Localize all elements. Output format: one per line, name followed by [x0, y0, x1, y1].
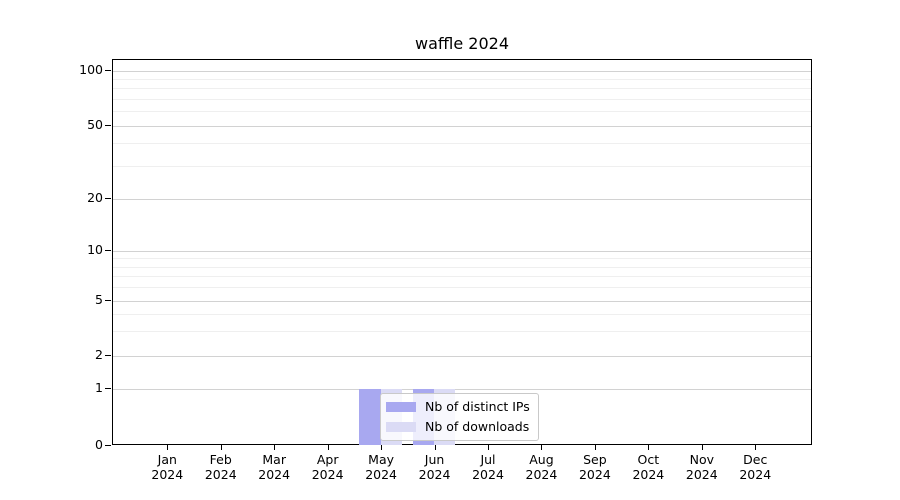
gridline-major: [113, 388, 811, 390]
gridline-minor: [113, 313, 811, 315]
legend-label: Nb of downloads: [425, 418, 530, 434]
x-tick-year: 2024: [578, 467, 611, 482]
gridline-minor: [113, 287, 811, 289]
x-tick-mark: [594, 445, 596, 450]
x-tick-label: Feb 2024: [193, 452, 249, 482]
x-tick-month: Oct: [637, 452, 660, 467]
x-tick-year: 2024: [739, 467, 772, 482]
x-tick-label: Nov 2024: [674, 452, 730, 482]
x-tick-mark: [381, 445, 383, 450]
x-tick-label: May 2024: [353, 452, 409, 482]
plot-area: Nb of distinct IPs Nb of downloads: [112, 59, 812, 445]
legend: Nb of distinct IPs Nb of downloads: [380, 393, 539, 441]
gridline-major: [113, 250, 811, 252]
gridline-minor: [113, 78, 811, 80]
x-tick-month: Nov: [689, 452, 714, 467]
y-tick-label: 2: [95, 347, 103, 362]
x-tick-label: Mar 2024: [246, 452, 302, 482]
y-tick-mark: [105, 355, 111, 356]
x-tick-month: Sep: [583, 452, 607, 467]
legend-item: Nb of distinct IPs: [386, 398, 530, 415]
x-tick-year: 2024: [632, 467, 665, 482]
x-tick-month: May: [368, 452, 395, 467]
x-tick-label: Sep 2024: [567, 452, 623, 482]
x-tick-label: Oct 2024: [620, 452, 676, 482]
y-tick-mark: [105, 250, 111, 251]
gridline-minor: [113, 88, 811, 90]
y-tick-mark: [105, 70, 111, 71]
x-tick-year: 2024: [418, 467, 451, 482]
y-tick-mark: [105, 300, 111, 301]
x-tick-mark: [327, 445, 329, 450]
x-tick-year: 2024: [151, 467, 184, 482]
y-tick-label: 10: [87, 242, 103, 257]
y-tick-label: 50: [87, 117, 103, 132]
y-tick-label: 100: [79, 62, 103, 77]
gridline-minor: [113, 266, 811, 268]
x-tick-month: Jan: [157, 452, 177, 467]
x-tick-month: Mar: [262, 452, 286, 467]
x-tick-mark: [434, 445, 436, 450]
gridline-minor: [113, 276, 811, 278]
legend-label: Nb of distinct IPs: [425, 398, 530, 414]
x-tick-label: Dec 2024: [727, 452, 783, 482]
y-tick-label: 5: [95, 292, 103, 307]
y-tick-mark: [105, 125, 111, 126]
x-tick-mark: [541, 445, 543, 450]
x-tick-month: Aug: [529, 452, 554, 467]
gridline-major: [113, 70, 811, 72]
x-tick-mark: [274, 445, 276, 450]
gridline-minor: [113, 331, 811, 333]
gridline-major: [113, 125, 811, 127]
x-tick-month: Dec: [743, 452, 768, 467]
x-tick-month: Jun: [424, 452, 445, 467]
x-tick-mark: [755, 445, 757, 450]
x-tick-label: Jan 2024: [139, 452, 195, 482]
x-tick-mark: [488, 445, 489, 450]
chart-title: waffle 2024: [414, 34, 509, 53]
x-tick-year: 2024: [685, 467, 718, 482]
y-tick-label: 1: [95, 380, 103, 395]
x-tick-month: Jul: [480, 452, 496, 467]
x-tick-year: 2024: [525, 467, 558, 482]
x-tick-year: 2024: [472, 467, 504, 482]
y-tick-mark: [105, 388, 111, 389]
y-tick-mark: [105, 198, 111, 199]
gridline-major: [113, 300, 811, 302]
y-tick-mark: [105, 445, 111, 446]
gridline-major: [113, 355, 811, 357]
x-tick-month: Feb: [209, 452, 232, 467]
x-tick-label: Jul 2024: [460, 452, 516, 482]
legend-swatch-downloads: [386, 421, 416, 432]
x-tick-year: 2024: [365, 467, 397, 482]
x-tick-mark: [167, 445, 169, 450]
x-tick-year: 2024: [311, 467, 344, 482]
x-tick-mark: [701, 445, 703, 450]
x-tick-label: Jun 2024: [407, 452, 463, 482]
gridline-major: [113, 198, 811, 200]
y-tick-label: 20: [87, 190, 103, 205]
legend-swatch-distinct-ips: [386, 401, 416, 412]
x-tick-year: 2024: [204, 467, 237, 482]
gridline-minor: [113, 111, 811, 113]
bar-distinct-ips: [359, 389, 381, 445]
x-tick-year: 2024: [258, 467, 291, 482]
x-tick-label: Aug 2024: [513, 452, 569, 482]
gridline-minor: [113, 98, 811, 100]
x-tick-month: Apr: [316, 452, 339, 467]
gridline-minor: [113, 166, 811, 168]
x-tick-mark: [220, 445, 222, 450]
legend-item: Nb of downloads: [386, 418, 530, 435]
gridline-minor: [113, 143, 811, 145]
gridline-minor: [113, 258, 811, 260]
x-tick-label: Apr 2024: [300, 452, 356, 482]
y-tick-label: 0: [95, 437, 103, 452]
x-tick-mark: [648, 445, 650, 450]
